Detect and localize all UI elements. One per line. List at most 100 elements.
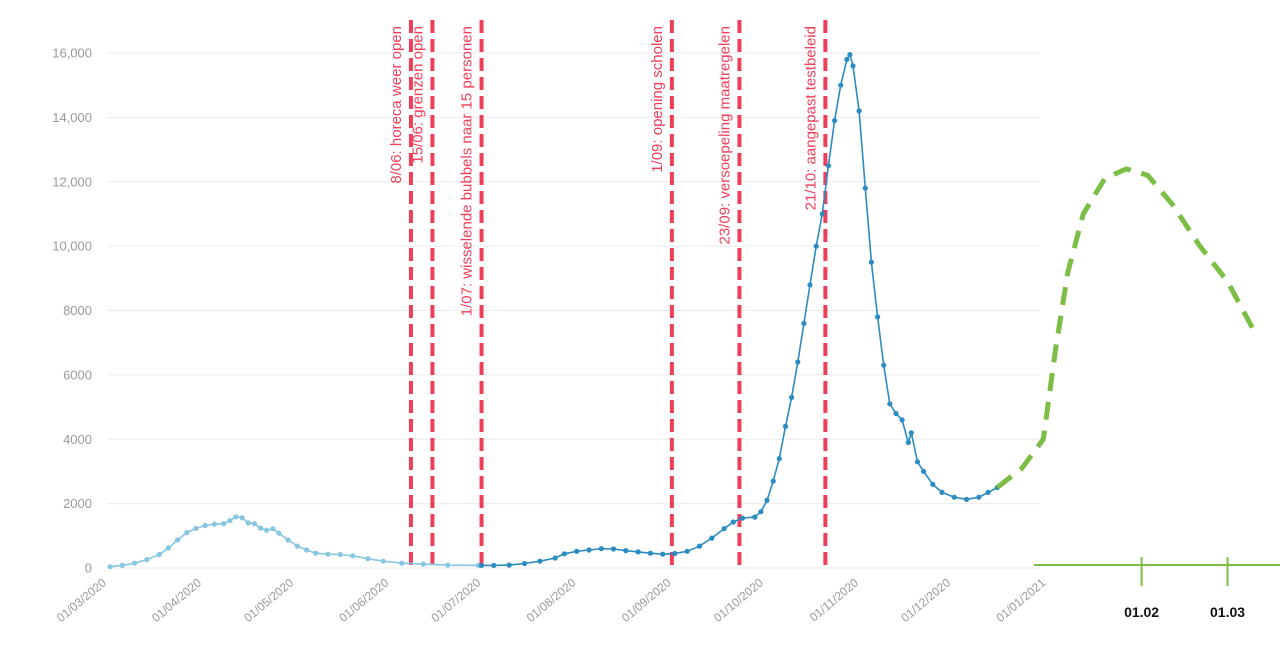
- data-point: [914, 459, 921, 465]
- data-point: [813, 243, 819, 249]
- data-point: [561, 551, 568, 557]
- x-tick-label: 01/11/2020: [807, 575, 862, 624]
- series-line-forecast: [995, 166, 1258, 490]
- data-point: [202, 522, 208, 529]
- data-point: [951, 494, 957, 500]
- data-point: [776, 456, 782, 462]
- data-point: [758, 509, 764, 515]
- data-point: [107, 564, 113, 570]
- data-point: [875, 314, 881, 320]
- data-point: [144, 557, 150, 563]
- data-point: [782, 423, 789, 429]
- data-point: [399, 560, 405, 566]
- data-point: [893, 410, 899, 417]
- data-point: [264, 527, 270, 533]
- y-tick-label: 0: [85, 561, 92, 576]
- data-point: [985, 489, 991, 495]
- data-point: [635, 549, 641, 555]
- event-label: 21/10: aangepast testbeleid: [802, 26, 819, 210]
- data-point: [337, 551, 343, 558]
- data-point: [832, 118, 838, 124]
- data-point: [227, 518, 233, 524]
- data-point: [257, 525, 264, 531]
- data-point: [233, 514, 239, 520]
- series-line-light: [110, 515, 479, 568]
- data-point: [838, 82, 844, 88]
- y-tick-label: 14,000: [52, 110, 92, 125]
- extension-tick-label: 01.03: [1210, 604, 1245, 620]
- data-point: [899, 417, 905, 423]
- data-point: [739, 515, 746, 521]
- y-tick-label: 12,000: [52, 174, 92, 189]
- data-point: [350, 553, 356, 559]
- event-label: 1/09: opening scholen: [649, 26, 666, 173]
- y-tick-label: 2000: [63, 496, 92, 511]
- data-point: [586, 547, 592, 553]
- data-point: [156, 551, 162, 558]
- data-point: [696, 543, 703, 549]
- x-tick-label: 01/09/2020: [619, 575, 674, 625]
- data-point: [881, 362, 887, 368]
- data-point: [521, 560, 528, 567]
- data-point: [887, 401, 893, 407]
- data-point: [285, 537, 291, 543]
- data-point: [684, 548, 690, 554]
- x-axis-tick-labels: 01/03/2020 01/04/2020 01/05/2020 01/06/2020…: [54, 575, 1049, 625]
- data-point: [175, 537, 181, 543]
- data-point: [623, 548, 629, 554]
- data-point: [976, 494, 982, 500]
- data-point: [819, 211, 825, 217]
- data-point: [850, 63, 856, 69]
- data-point: [770, 478, 776, 484]
- x-tick-label: 01/12/2020: [898, 575, 953, 625]
- data-point: [132, 560, 138, 566]
- data-point: [672, 550, 678, 557]
- data-point: [709, 535, 715, 541]
- data-point: [270, 526, 276, 532]
- data-point: [801, 320, 807, 326]
- y-axis-tick-labels: 0 2000 4000 6000 8000 10,000 12,000 14,000 16,00…: [52, 46, 92, 576]
- data-point: [598, 546, 604, 552]
- data-point: [420, 561, 426, 567]
- data-point: [537, 558, 543, 564]
- x-tick-label: 01/07/2020: [428, 575, 483, 625]
- y-tick-label: 6000: [63, 367, 92, 382]
- y-tick-label: 4000: [63, 432, 92, 447]
- event-label: 23/09: versoepeling maatregelen: [716, 26, 733, 244]
- data-point: [868, 259, 875, 265]
- data-point: [825, 163, 832, 169]
- x-tick-label: 01/08/2020: [524, 575, 579, 625]
- extension-tick-label: 01.02: [1124, 604, 1159, 620]
- x-tick-label: 01/01/2021: [993, 575, 1048, 625]
- data-point: [303, 547, 310, 553]
- x-tick-label: 01/10/2020: [711, 575, 766, 625]
- data-point: [847, 52, 853, 58]
- data-point: [221, 521, 227, 527]
- data-point: [445, 562, 451, 568]
- data-point: [730, 519, 736, 525]
- data-point: [193, 525, 199, 532]
- extension-axis: 01.02 01.03: [1034, 557, 1280, 620]
- data-point: [647, 550, 654, 556]
- data-point: [807, 282, 813, 288]
- data-point: [721, 526, 727, 532]
- event-label: 8/06: horeca weer open: [388, 26, 405, 184]
- data-point: [930, 481, 936, 487]
- data-point: [789, 394, 795, 400]
- event-markers: 8/06: horeca weer open 15/06: grenzen ope…: [388, 20, 828, 566]
- data-point: [795, 359, 801, 365]
- series: [107, 52, 1258, 570]
- y-tick-label: 10,000: [52, 239, 92, 254]
- data-point: [908, 430, 914, 436]
- data-point: [313, 550, 319, 556]
- data-point: [764, 497, 770, 503]
- data-point: [939, 489, 945, 495]
- y-tick-label: 16,000: [52, 46, 92, 61]
- data-point: [491, 562, 497, 569]
- data-point: [506, 562, 512, 568]
- data-point: [165, 545, 171, 551]
- data-point: [844, 56, 850, 63]
- data-point: [862, 185, 868, 191]
- x-tick-label: 01/05/2020: [241, 575, 296, 625]
- x-tick-label: 01/04/2020: [149, 575, 204, 625]
